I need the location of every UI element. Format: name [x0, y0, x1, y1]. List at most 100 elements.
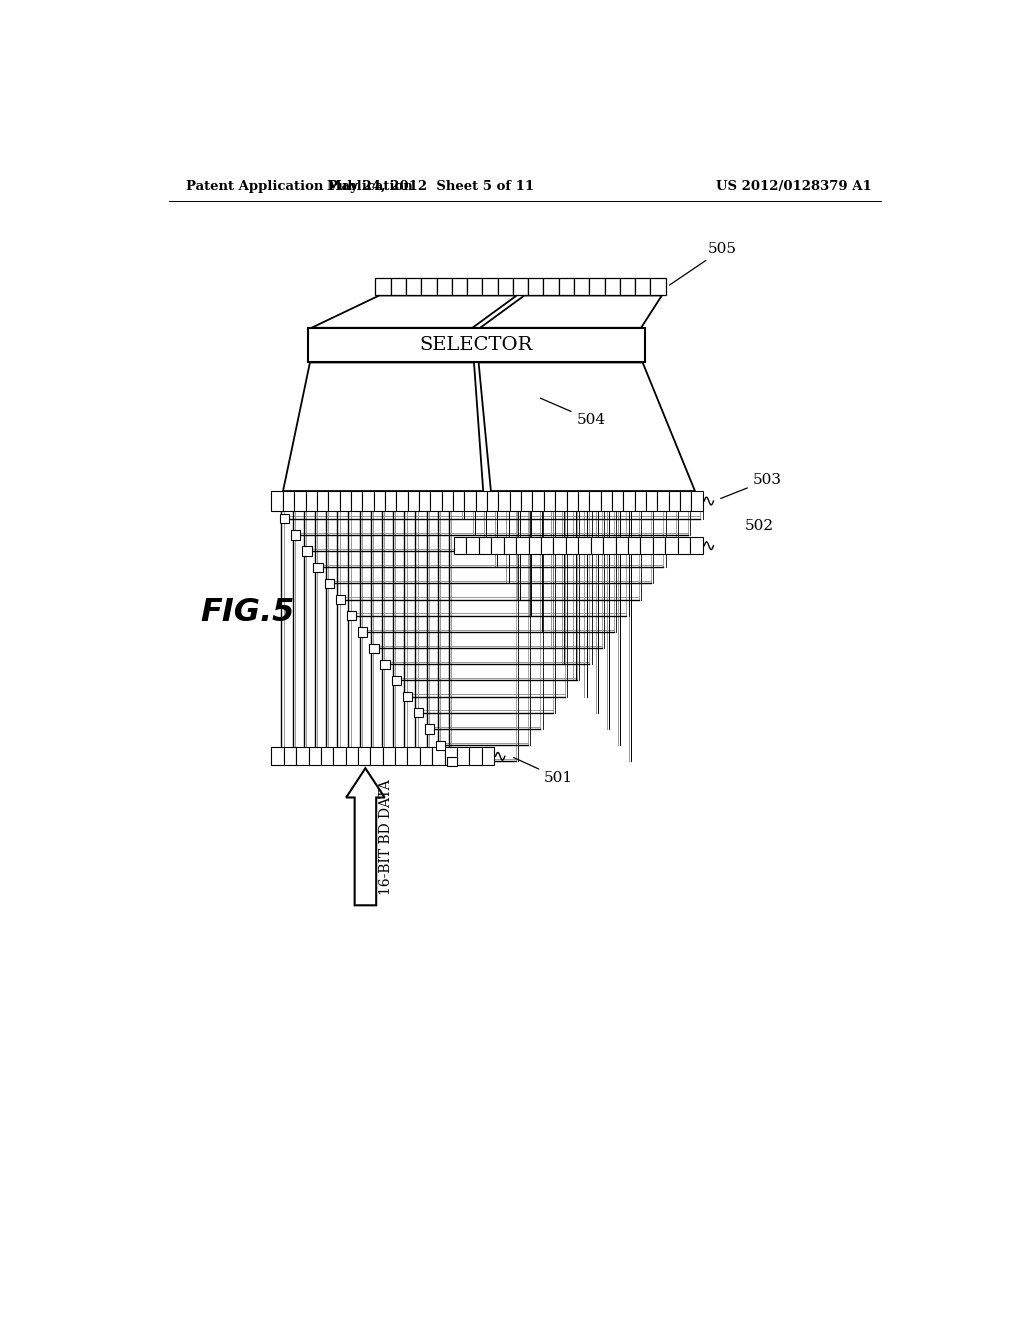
Bar: [532, 491, 544, 511]
Bar: [528, 537, 541, 554]
Bar: [521, 491, 532, 511]
Bar: [371, 747, 383, 766]
Bar: [406, 277, 421, 296]
Bar: [333, 747, 346, 766]
Bar: [487, 491, 499, 511]
Bar: [391, 277, 406, 296]
Bar: [271, 747, 284, 766]
Bar: [444, 747, 457, 766]
Bar: [566, 537, 579, 554]
Bar: [516, 537, 528, 554]
Bar: [441, 491, 453, 511]
Bar: [579, 537, 591, 554]
Bar: [313, 562, 323, 572]
Bar: [624, 491, 635, 511]
Bar: [325, 579, 334, 589]
Bar: [680, 491, 691, 511]
Bar: [467, 277, 482, 296]
Bar: [283, 491, 294, 511]
Bar: [481, 747, 494, 766]
Text: May 24, 2012  Sheet 5 of 11: May 24, 2012 Sheet 5 of 11: [328, 181, 535, 194]
Bar: [370, 644, 379, 653]
Text: 502: 502: [745, 519, 774, 533]
Bar: [432, 747, 444, 766]
Bar: [307, 327, 645, 363]
Text: 504: 504: [541, 399, 605, 428]
Bar: [513, 277, 528, 296]
Bar: [408, 747, 420, 766]
Bar: [590, 277, 604, 296]
Bar: [296, 747, 308, 766]
Polygon shape: [283, 363, 483, 491]
Bar: [305, 491, 316, 511]
Bar: [600, 491, 612, 511]
Text: 16-BIT BD DATA: 16-BIT BD DATA: [379, 779, 393, 895]
Bar: [464, 491, 476, 511]
Bar: [376, 277, 391, 296]
Bar: [280, 515, 289, 524]
Bar: [559, 277, 574, 296]
Bar: [396, 491, 408, 511]
Text: Patent Application Publication: Patent Application Publication: [186, 181, 413, 194]
Text: US 2012/0128379 A1: US 2012/0128379 A1: [716, 181, 871, 194]
Bar: [657, 491, 669, 511]
Bar: [476, 491, 487, 511]
Polygon shape: [480, 296, 662, 327]
Bar: [447, 756, 457, 766]
Bar: [362, 491, 374, 511]
Bar: [566, 491, 578, 511]
Bar: [635, 277, 650, 296]
Bar: [612, 491, 624, 511]
Bar: [620, 277, 635, 296]
Bar: [381, 660, 390, 669]
Bar: [408, 491, 419, 511]
Bar: [553, 537, 566, 554]
Bar: [678, 537, 690, 554]
Bar: [457, 747, 469, 766]
Bar: [294, 491, 305, 511]
Bar: [541, 537, 553, 554]
Bar: [395, 747, 408, 766]
Text: 505: 505: [670, 242, 737, 285]
Bar: [589, 491, 600, 511]
Bar: [482, 277, 498, 296]
Bar: [574, 277, 590, 296]
Bar: [284, 747, 296, 766]
Bar: [646, 491, 657, 511]
Bar: [498, 277, 513, 296]
Bar: [653, 537, 666, 554]
Bar: [420, 747, 432, 766]
Bar: [492, 537, 504, 554]
Bar: [504, 537, 516, 554]
Text: 503: 503: [721, 473, 781, 499]
Polygon shape: [478, 363, 695, 491]
Bar: [615, 537, 628, 554]
Polygon shape: [311, 296, 517, 327]
Bar: [690, 537, 702, 554]
Bar: [453, 491, 464, 511]
Bar: [454, 537, 466, 554]
Bar: [346, 747, 358, 766]
Bar: [414, 708, 423, 718]
Bar: [528, 277, 544, 296]
Bar: [591, 537, 603, 554]
Bar: [340, 491, 351, 511]
Bar: [391, 676, 400, 685]
Bar: [271, 491, 283, 511]
Bar: [358, 627, 368, 636]
Bar: [452, 277, 467, 296]
Bar: [347, 611, 356, 620]
Bar: [544, 491, 555, 511]
Bar: [419, 491, 430, 511]
Bar: [321, 747, 333, 766]
Bar: [308, 747, 321, 766]
Bar: [544, 277, 559, 296]
Bar: [336, 595, 345, 605]
Bar: [291, 531, 300, 540]
Bar: [640, 537, 653, 554]
Bar: [402, 692, 412, 701]
Bar: [510, 491, 521, 511]
Bar: [603, 537, 615, 554]
Bar: [469, 747, 481, 766]
Bar: [425, 725, 434, 734]
